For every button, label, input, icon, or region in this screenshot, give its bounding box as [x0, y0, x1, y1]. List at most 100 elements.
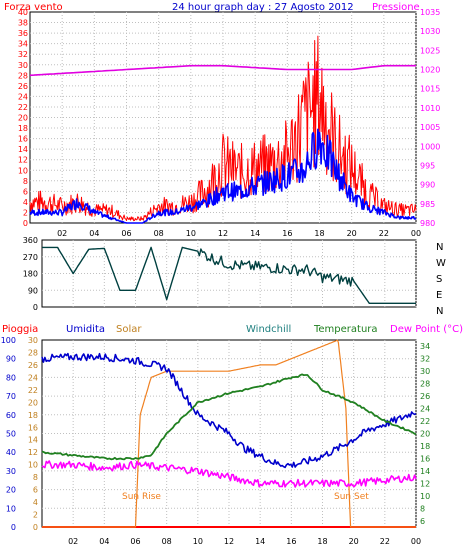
pressure-tick-label: 995 — [420, 161, 435, 170]
x-tick-label: 06 — [130, 537, 140, 546]
temperature-tick-label: 12 — [420, 479, 430, 488]
sunrise-annotation: Sun Rise — [122, 492, 161, 502]
series-temperature — [41, 373, 417, 461]
direction-tick-label: 270 — [23, 253, 38, 262]
legend-solar: Solar — [116, 324, 142, 335]
wind-tick-label: 38 — [18, 19, 28, 28]
solar-tick-label: 26 — [28, 361, 38, 370]
wind-tick-label: 30 — [18, 61, 28, 70]
x-tick-label: 08 — [154, 229, 164, 238]
x-tick-label: 22 — [380, 537, 390, 546]
temperature-tick-label: 8 — [420, 504, 425, 513]
direction-axis-ticks: 360 270 180 90 0 — [23, 236, 38, 312]
chart-title: 24 hour graph day : 27 Agosto 2012 — [172, 2, 354, 13]
wind-tick-label: 0 — [23, 219, 28, 228]
wind-tick-label: 22 — [18, 103, 28, 112]
pressure-tick-label: 1035 — [420, 8, 440, 17]
x-tick-label: 16 — [282, 229, 292, 238]
direction-tick-label: 360 — [23, 236, 38, 245]
solar-tick-label: 30 — [28, 336, 38, 345]
direction-tick-label: 0 — [33, 303, 38, 312]
wind-panel-x-ticks: 02 04 06 08 10 12 14 16 18 20 22 00 — [57, 229, 421, 238]
series-solar — [42, 339, 416, 528]
series-dewpoint — [41, 460, 417, 488]
x-tick-label: 10 — [193, 537, 203, 546]
x-tick-label: 00 — [411, 229, 421, 238]
legend-humidity: Umidita — [66, 324, 105, 335]
compass-label: E — [436, 290, 442, 301]
pressure-tick-label: 1005 — [420, 123, 440, 132]
wind-tick-label: 12 — [18, 156, 28, 165]
pressure-tick-label: 1020 — [420, 66, 440, 75]
wind-tick-label: 18 — [18, 124, 28, 133]
direction-panel-series — [42, 246, 416, 304]
solar-tick-label: 10 — [28, 461, 38, 470]
x-tick-label: 22 — [379, 229, 389, 238]
climate-panel-series — [41, 339, 417, 528]
solar-tick-label: 2 — [33, 511, 38, 520]
temperature-tick-label: 24 — [420, 405, 430, 414]
temperature-tick-label: 22 — [420, 417, 430, 426]
wind-tick-label: 40 — [18, 8, 28, 17]
pressure-tick-label: 990 — [420, 181, 435, 190]
wind-tick-label: 8 — [23, 177, 28, 186]
x-tick-label: 06 — [121, 229, 131, 238]
solar-tick-label: 28 — [28, 348, 38, 357]
humidity-tick-label: 60 — [6, 411, 16, 420]
solar-tick-label: 16 — [28, 423, 38, 432]
solar-tick-label: 14 — [28, 436, 38, 445]
temperature-tick-label: 18 — [420, 442, 430, 451]
x-tick-label: 18 — [314, 229, 324, 238]
x-tick-label: 08 — [162, 537, 172, 546]
humidity-tick-label: 10 — [6, 504, 16, 513]
temperature-tick-label: 16 — [420, 454, 430, 463]
wind-strength-label: Forza vento — [4, 2, 63, 13]
humidity-tick-label: 40 — [6, 448, 16, 457]
humidity-tick-label: 90 — [6, 355, 16, 364]
solar-tick-label: 6 — [33, 486, 38, 495]
temperature-tick-label: 20 — [420, 430, 430, 439]
solar-tick-label: 20 — [28, 398, 38, 407]
x-tick-label: 20 — [349, 537, 359, 546]
solar-tick-label: 4 — [33, 498, 38, 507]
legend-windchill: Windchill — [246, 324, 291, 335]
temperature-tick-label: 10 — [420, 492, 430, 501]
solar-tick-label: 8 — [33, 473, 38, 482]
temperature-axis-ticks: 34 32 30 28 26 24 22 20 18 16 14 12 10 8 6 — [420, 342, 430, 526]
wind-tick-label: 28 — [18, 71, 28, 80]
temperature-tick-label: 6 — [420, 517, 425, 526]
climate-panel-x-ticks: 02 04 06 08 10 12 14 16 18 20 22 00 — [68, 537, 421, 546]
humidity-tick-label: 30 — [6, 467, 16, 476]
x-tick-label: 12 — [224, 537, 234, 546]
wind-tick-label: 20 — [18, 114, 28, 123]
series-pressure — [29, 64, 416, 77]
humidity-tick-label: 80 — [6, 373, 16, 382]
pressure-tick-label: 1000 — [420, 142, 440, 151]
compass-label: N — [436, 242, 443, 253]
x-tick-label: 00 — [411, 537, 421, 546]
x-tick-label: 12 — [218, 229, 228, 238]
humidity-tick-label: 0 — [11, 523, 16, 532]
x-tick-label: 04 — [99, 537, 109, 546]
x-tick-label: 04 — [89, 229, 99, 238]
humidity-tick-label: 20 — [6, 486, 16, 495]
wind-tick-label: 10 — [18, 166, 28, 175]
wind-tick-label: 32 — [18, 50, 28, 59]
pressure-tick-label: 985 — [420, 200, 435, 209]
wind-tick-label: 4 — [23, 198, 28, 207]
series-wind-average — [29, 128, 417, 224]
temperature-tick-label: 28 — [420, 380, 430, 389]
legend-dewpoint: Dew Point (°C) — [390, 324, 463, 335]
direction-tick-label: 90 — [28, 286, 38, 295]
pressure-axis-ticks: 1035 1030 1025 1020 1015 1010 1005 1000 995 990 98… — [420, 8, 440, 228]
legend-rain: Pioggia — [2, 324, 38, 335]
x-tick-label: 20 — [347, 229, 357, 238]
pressure-tick-label: 1010 — [420, 104, 440, 113]
temperature-tick-label: 14 — [420, 467, 430, 476]
sunset-annotation: Sun Set — [334, 492, 369, 502]
